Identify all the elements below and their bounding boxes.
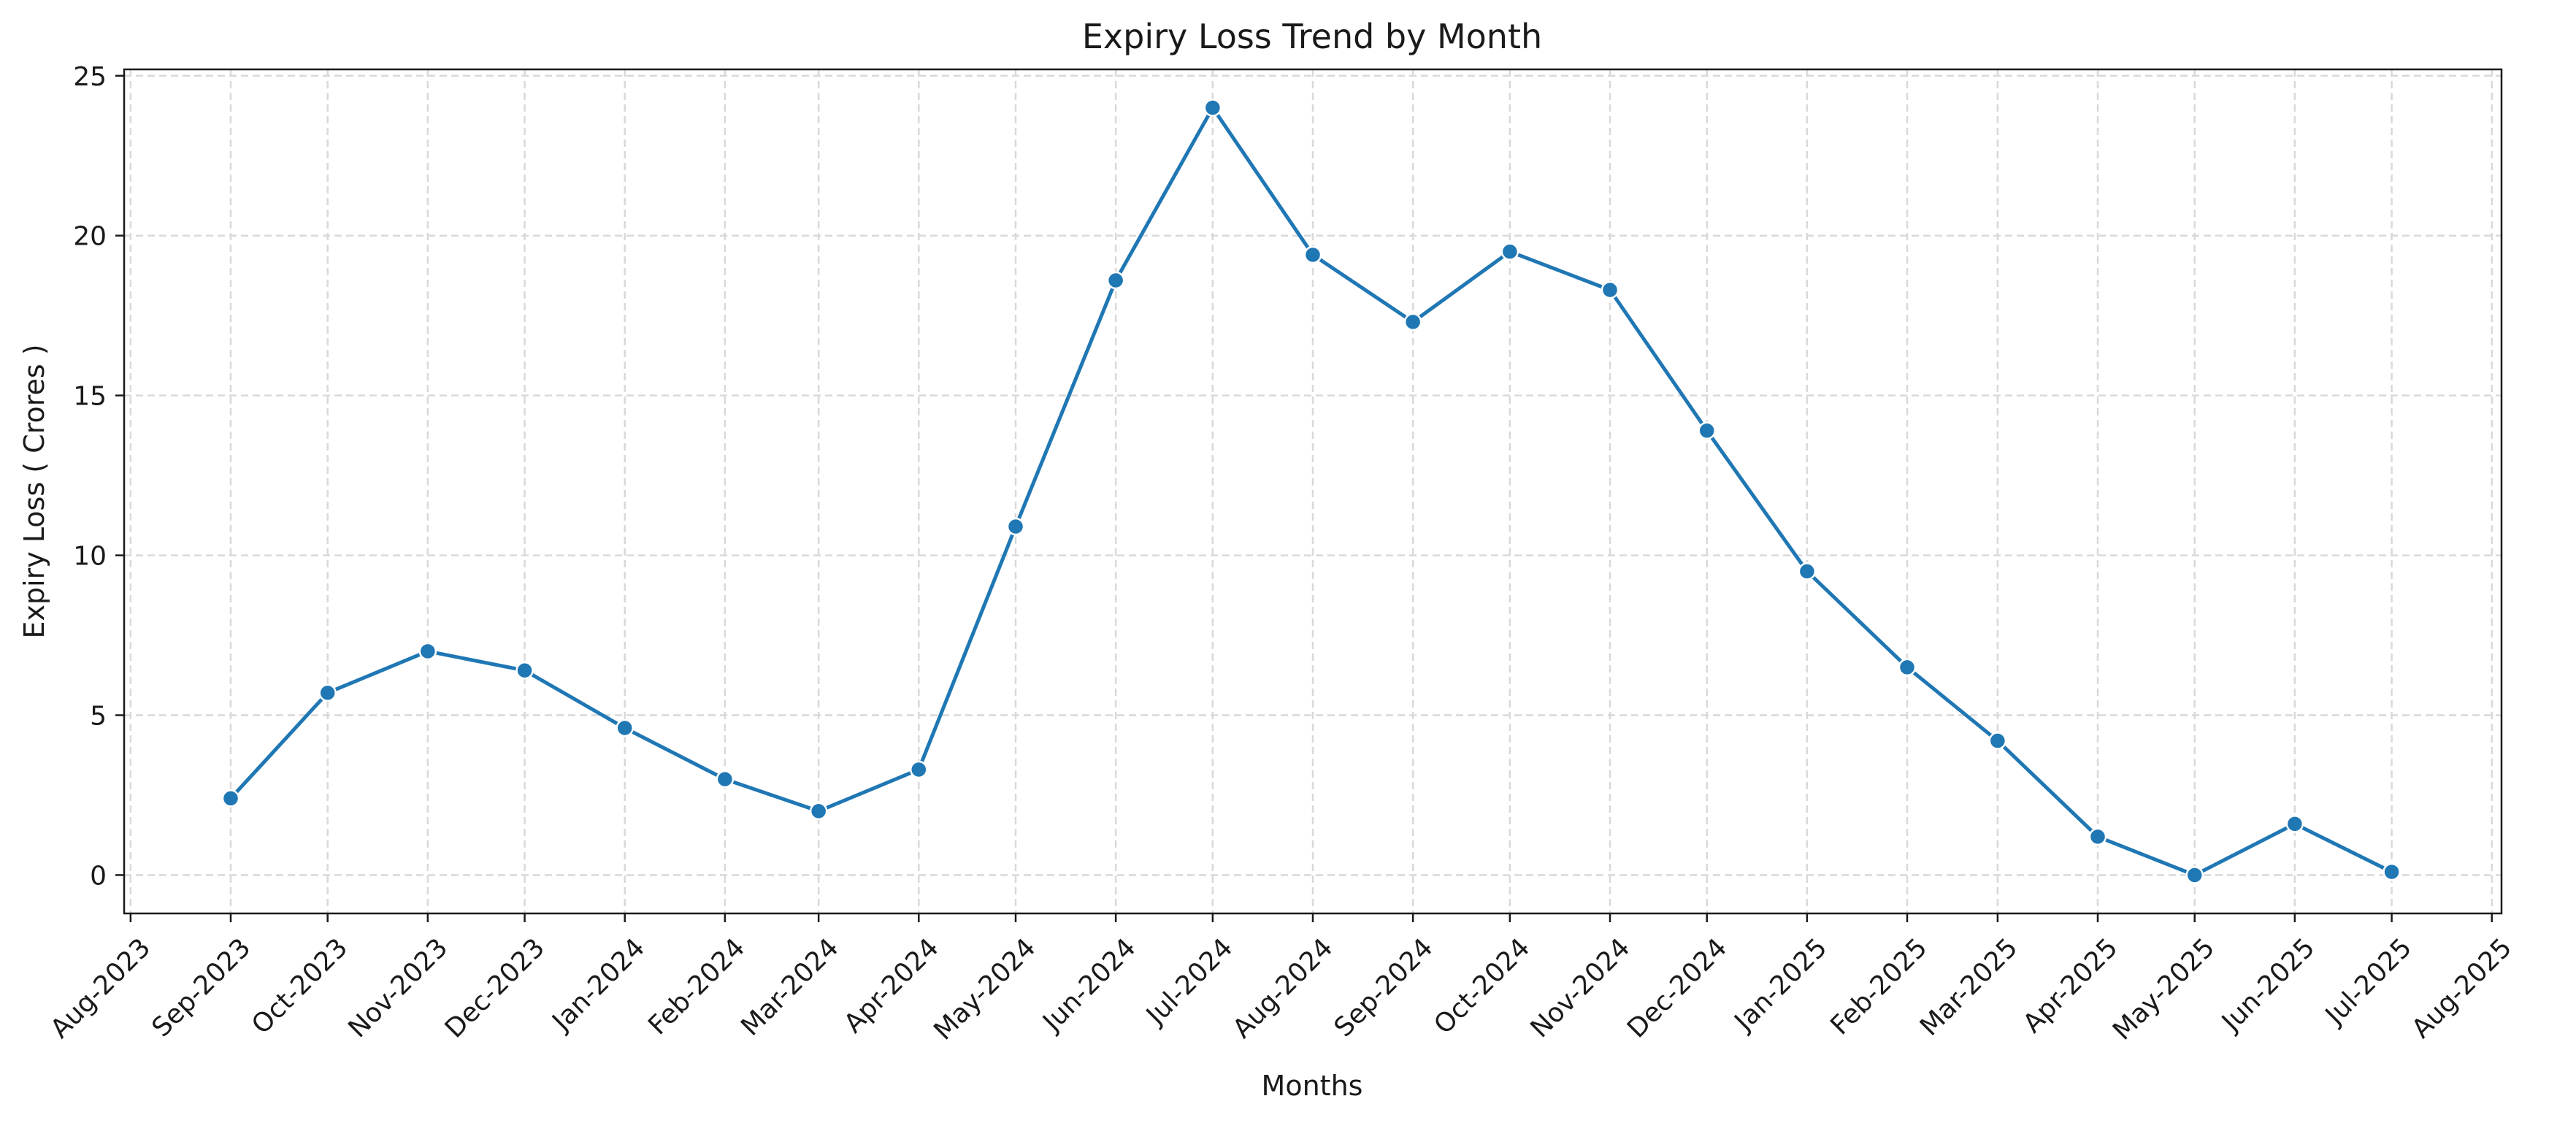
data-point xyxy=(1898,658,1917,677)
data-point xyxy=(221,789,240,808)
x-tick-label: Jan-2025 xyxy=(1728,932,1833,1038)
x-tick-label: Jun-2025 xyxy=(2215,932,2320,1038)
data-point xyxy=(1601,280,1619,299)
data-point xyxy=(515,661,534,680)
data-point xyxy=(1203,99,1222,117)
data-point xyxy=(1500,242,1519,261)
x-tick-label: Sep-2023 xyxy=(146,932,256,1043)
x-tick-label: May-2024 xyxy=(928,932,1041,1046)
x-tick-label: Apr-2024 xyxy=(838,932,944,1038)
x-tick-label: Jul-2024 xyxy=(1140,932,1238,1031)
data-point xyxy=(1106,271,1125,290)
x-tick-label: May-2025 xyxy=(2107,932,2220,1046)
series-layer xyxy=(221,99,2401,884)
y-tick-label: 10 xyxy=(73,542,107,572)
x-tick-label: Feb-2025 xyxy=(1825,932,1933,1040)
x-tick-label: Oct-2024 xyxy=(1428,932,1536,1040)
x-tick-label: Dec-2024 xyxy=(1622,932,1733,1043)
x-tick-label: Nov-2023 xyxy=(342,932,453,1043)
x-tick-label: Jan-2024 xyxy=(546,932,651,1038)
x-tick-label: Dec-2023 xyxy=(440,932,551,1043)
chart-title: Expiry Loss Trend by Month xyxy=(1082,17,1542,56)
y-tick-label: 5 xyxy=(90,702,107,732)
series-line xyxy=(229,106,2393,877)
x-axis-label: Months xyxy=(1262,1070,1363,1102)
data-point xyxy=(1698,421,1716,440)
data-point xyxy=(910,760,928,779)
y-axis-label: Expiry Loss ( Crores ) xyxy=(18,344,50,638)
x-tick-label: Jun-2024 xyxy=(1036,932,1141,1038)
x-tick-label: Nov-2024 xyxy=(1525,932,1636,1043)
data-point xyxy=(1988,732,2007,750)
data-point xyxy=(2285,815,2304,833)
data-point xyxy=(809,802,828,821)
x-tick-label: Jul-2025 xyxy=(2319,932,2418,1031)
data-point xyxy=(1006,517,1025,536)
data-point xyxy=(2088,827,2107,846)
data-point xyxy=(1798,562,1817,580)
y-tick-label: 25 xyxy=(73,62,107,92)
x-tick-label: Feb-2024 xyxy=(643,932,751,1040)
y-tick-label: 0 xyxy=(90,861,107,891)
data-point xyxy=(418,642,437,661)
data-point xyxy=(1403,313,1422,331)
data-point xyxy=(318,683,337,702)
x-tick-label: Mar-2024 xyxy=(735,932,844,1041)
data-point xyxy=(1303,245,1322,264)
x-tick-label: Aug-2025 xyxy=(2407,932,2518,1044)
x-tick-label: Oct-2023 xyxy=(246,932,353,1040)
data-point xyxy=(716,770,735,789)
data-point xyxy=(2383,862,2401,881)
x-tick-label: Sep-2024 xyxy=(1329,932,1439,1043)
x-tick-label: Aug-2024 xyxy=(1227,932,1339,1044)
x-tick-label: Apr-2025 xyxy=(2017,932,2123,1038)
x-tick-label: Mar-2025 xyxy=(1914,932,2023,1041)
y-tick-label: 15 xyxy=(73,382,107,412)
y-tick-label: 20 xyxy=(73,222,107,252)
x-tick-label: Aug-2023 xyxy=(45,932,157,1044)
data-point xyxy=(616,718,634,737)
data-point xyxy=(2185,866,2204,884)
grid-layer xyxy=(124,69,2502,913)
